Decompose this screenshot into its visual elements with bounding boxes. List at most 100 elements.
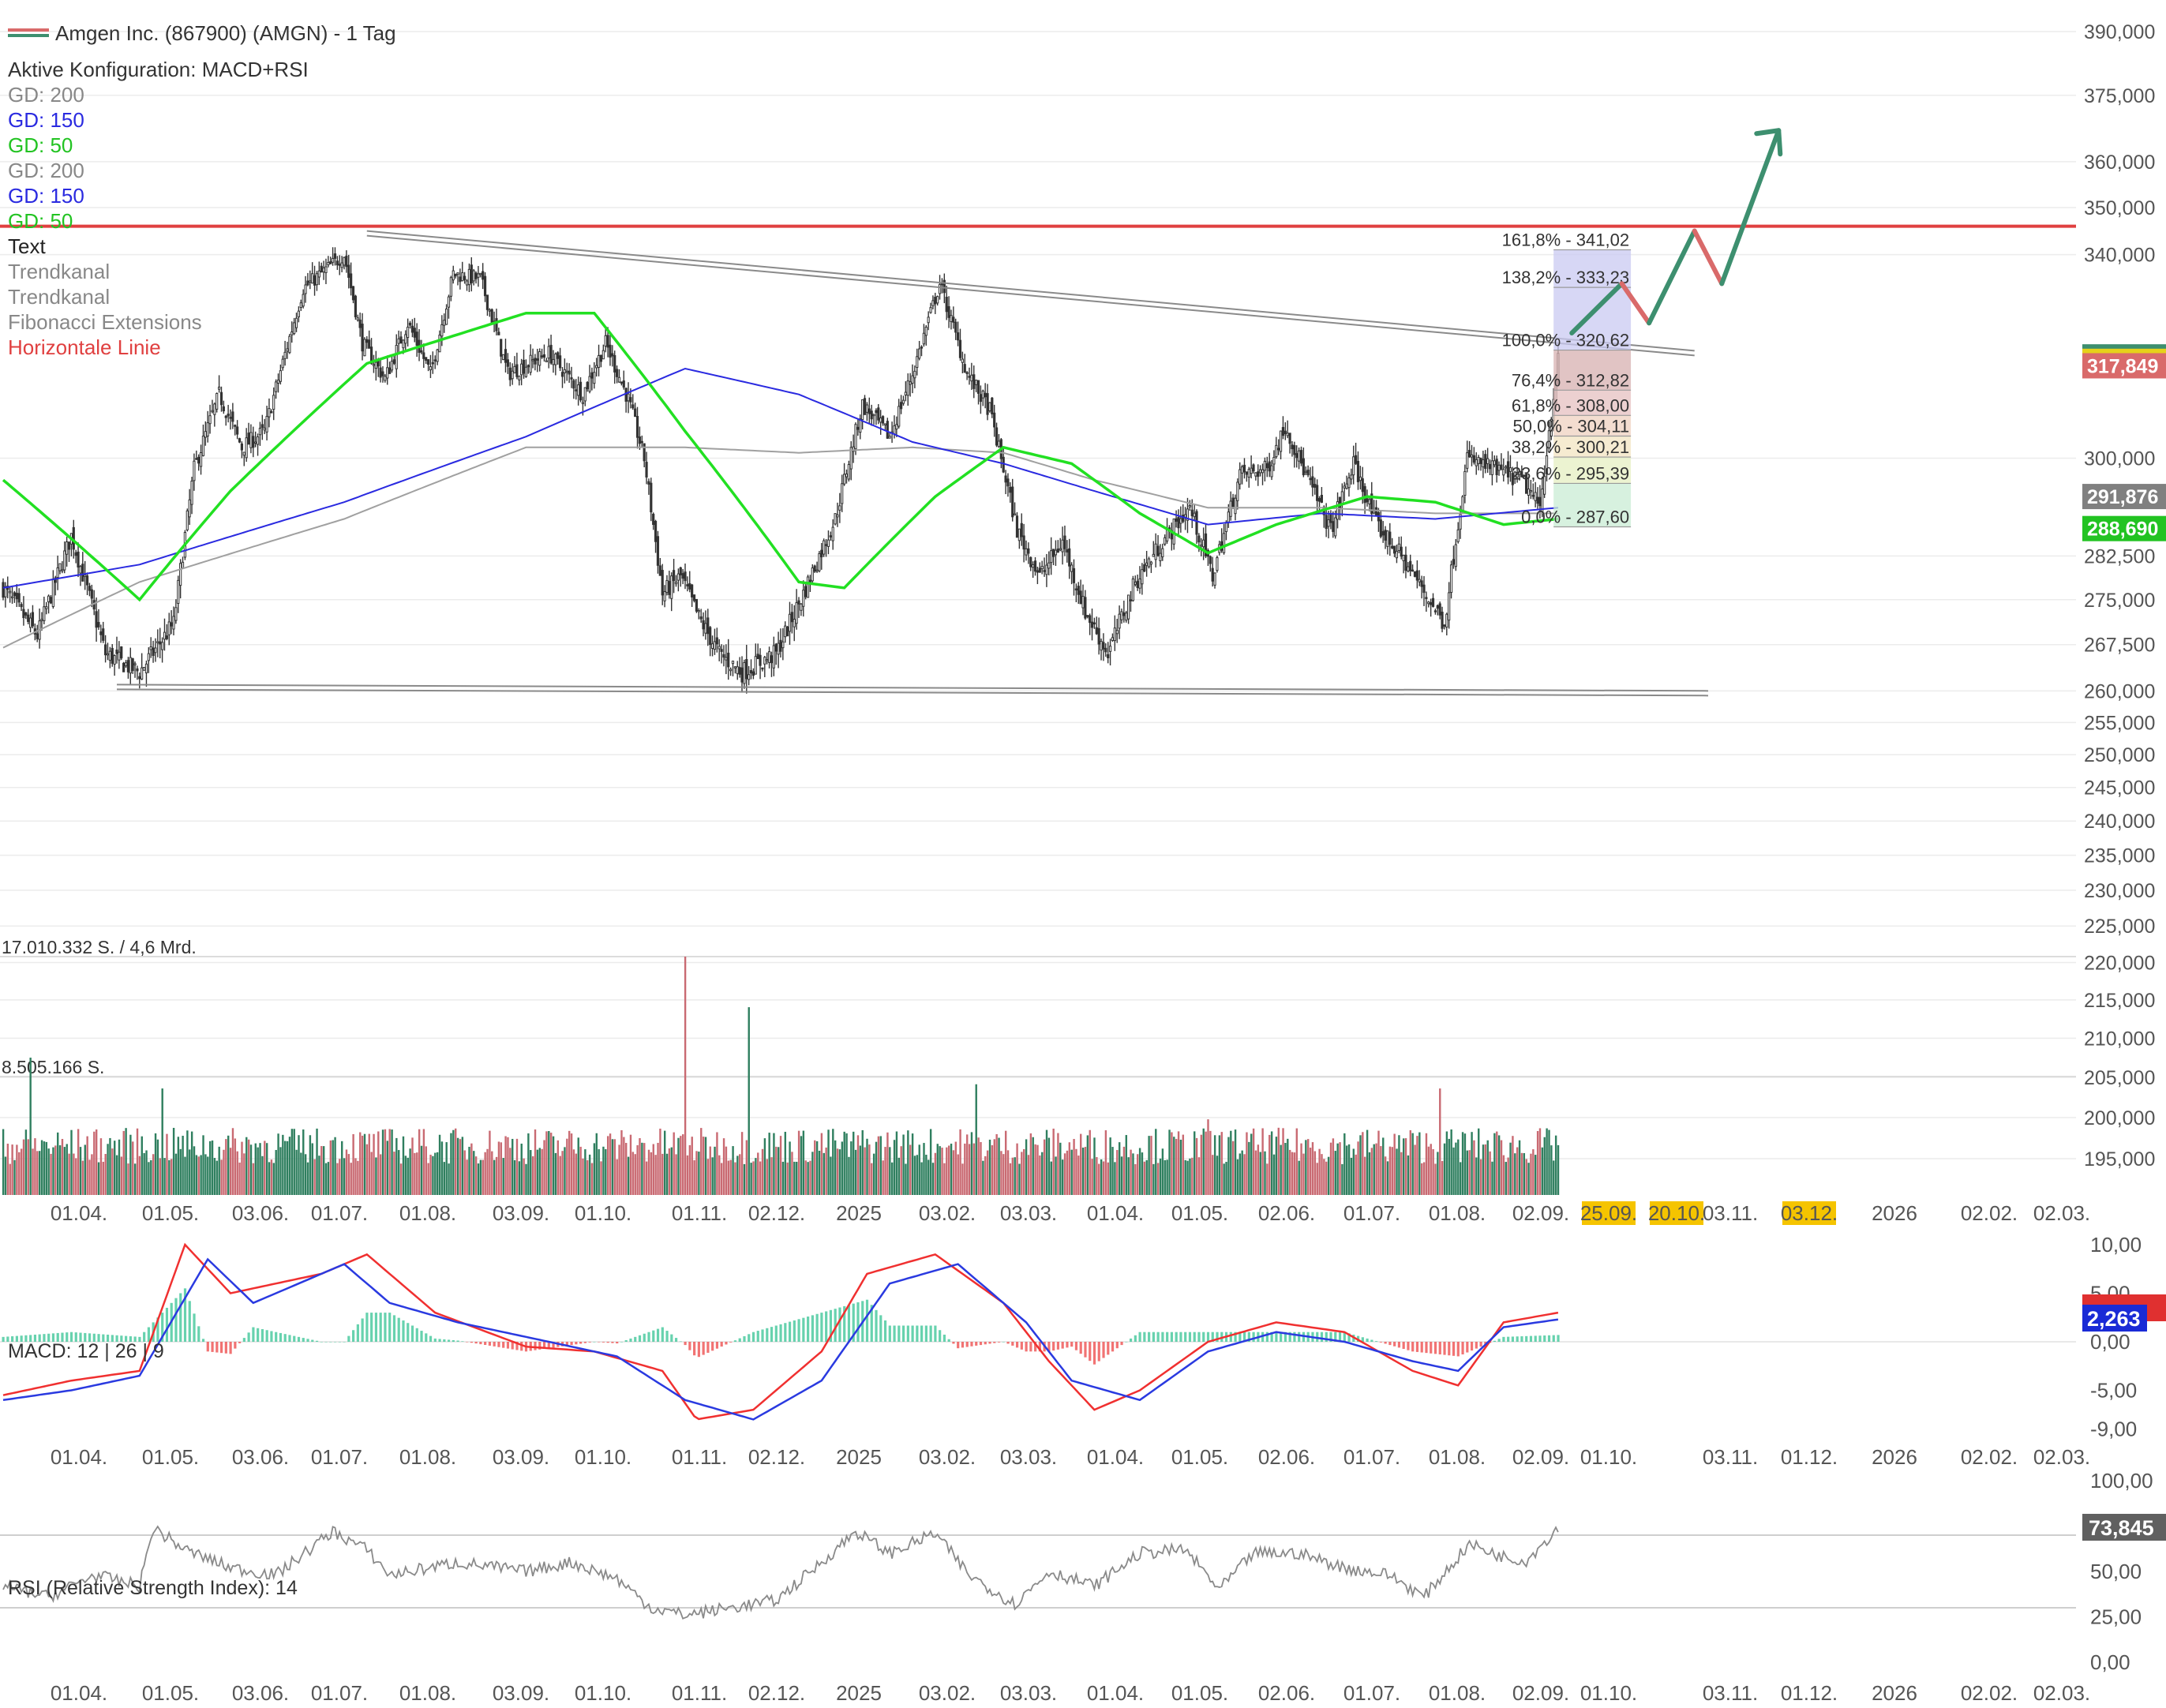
volume-bar bbox=[1291, 1152, 1294, 1195]
macd-histogram-bar bbox=[1115, 1342, 1119, 1349]
volume-bar bbox=[91, 1154, 93, 1195]
volume-bar bbox=[1150, 1136, 1152, 1195]
x-tick-label: 02.09. bbox=[1512, 1681, 1569, 1705]
candle-body bbox=[1443, 624, 1446, 627]
x-tick-label: 01.10. bbox=[575, 1201, 631, 1225]
volume-bar bbox=[1345, 1145, 1348, 1195]
volume-bar bbox=[545, 1131, 548, 1195]
candle-body bbox=[849, 447, 853, 470]
volume-bar bbox=[282, 1134, 284, 1195]
macd-histogram-bar bbox=[61, 1332, 64, 1342]
volume-bar bbox=[663, 1130, 666, 1195]
volume-bar bbox=[1027, 1155, 1030, 1195]
legend-item[interactable]: GD: 200 bbox=[8, 83, 84, 107]
macd-histogram-bar bbox=[92, 1333, 96, 1342]
volume-bar bbox=[102, 1161, 105, 1195]
macd-histogram-bar bbox=[1415, 1342, 1419, 1352]
volume-bar bbox=[815, 1141, 819, 1195]
macd-histogram-bar bbox=[320, 1342, 323, 1343]
candle-body bbox=[2, 582, 5, 598]
chart-legend: Amgen Inc. (867900) (AMGN) - 1 Tag Aktiv… bbox=[8, 21, 396, 360]
candle-body bbox=[1541, 489, 1544, 512]
candle-body bbox=[1363, 485, 1366, 504]
legend-item[interactable]: GD: 200 bbox=[8, 159, 84, 182]
volume-bar bbox=[422, 1129, 425, 1195]
candle-body bbox=[197, 456, 200, 464]
macd-histogram-bar bbox=[1547, 1335, 1551, 1342]
volume-bar bbox=[636, 1144, 639, 1195]
volume-bar bbox=[627, 1156, 630, 1195]
macd-histogram-bar bbox=[1097, 1342, 1100, 1362]
legend-item[interactable]: Fibonacci Extensions bbox=[8, 310, 202, 334]
candle-body bbox=[120, 646, 123, 659]
volume-bar bbox=[1466, 1150, 1469, 1195]
macd-histogram-bar bbox=[565, 1342, 568, 1346]
macd-histogram-bar bbox=[257, 1328, 260, 1342]
legend-item[interactable]: GD: 50 bbox=[8, 133, 73, 157]
candle-body bbox=[957, 332, 960, 341]
active-config[interactable]: Aktive Konfiguration: MACD+RSI bbox=[8, 58, 309, 81]
volume-bar bbox=[370, 1152, 373, 1195]
volume-bar bbox=[661, 1153, 664, 1195]
candle-body bbox=[1072, 567, 1076, 583]
volume-bar bbox=[725, 1146, 728, 1195]
macd-histogram-bar bbox=[665, 1331, 669, 1342]
volume-bar bbox=[1132, 1153, 1134, 1195]
volume-bar bbox=[1041, 1152, 1044, 1195]
candle-body bbox=[606, 335, 609, 348]
volume-bar bbox=[234, 1138, 237, 1195]
macd-histogram-bar bbox=[1275, 1332, 1278, 1342]
legend-item[interactable]: GD: 150 bbox=[8, 184, 84, 208]
chart-title[interactable]: Amgen Inc. (867900) (AMGN) - 1 Tag bbox=[55, 21, 396, 45]
candle-body bbox=[1520, 470, 1523, 478]
candle-body bbox=[617, 376, 621, 383]
candle-body bbox=[204, 431, 207, 438]
volume-bar bbox=[1016, 1143, 1018, 1195]
price-tick-label: 390,000 bbox=[2084, 21, 2155, 43]
candle-body bbox=[1456, 529, 1460, 542]
candle-body bbox=[369, 346, 373, 365]
volume-bar bbox=[1177, 1131, 1180, 1195]
macd-histogram-bar bbox=[1525, 1335, 1528, 1342]
candle-body bbox=[40, 619, 43, 621]
volume-bar bbox=[1370, 1148, 1373, 1195]
volume-bar bbox=[489, 1130, 491, 1195]
macd-tick-label: 0,00 bbox=[2090, 1330, 2130, 1354]
candle-body bbox=[836, 514, 839, 518]
macd-histogram-bar bbox=[206, 1342, 209, 1352]
volume-bar bbox=[295, 1149, 298, 1195]
candle-body bbox=[1068, 548, 1071, 567]
legend-item[interactable]: Trendkanal bbox=[8, 285, 111, 309]
macd-histogram-bar bbox=[807, 1317, 810, 1342]
volume-bar bbox=[136, 1128, 139, 1195]
candle-body bbox=[1118, 613, 1121, 629]
candle-body bbox=[991, 397, 994, 414]
candle-body bbox=[1347, 477, 1351, 489]
legend-item[interactable]: Horizontale Linie bbox=[8, 335, 161, 359]
x-tick-label: 03.06. bbox=[232, 1201, 289, 1225]
legend-item[interactable]: GD: 50 bbox=[8, 209, 73, 233]
candle-body bbox=[1463, 470, 1467, 496]
volume-bar bbox=[1043, 1139, 1046, 1195]
volume-bar bbox=[302, 1129, 305, 1195]
candle-body bbox=[461, 272, 464, 282]
volume-bar bbox=[1257, 1144, 1260, 1195]
volume-bar bbox=[500, 1142, 503, 1195]
volume-bar bbox=[602, 1146, 605, 1195]
volume-bar bbox=[609, 1133, 612, 1195]
legend-item[interactable]: Trendkanal bbox=[8, 260, 111, 283]
candle-body bbox=[1543, 475, 1546, 495]
candle-body bbox=[673, 570, 676, 582]
candle-body bbox=[142, 667, 146, 671]
x-tick-label: 02.06. bbox=[1258, 1201, 1315, 1225]
volume-bar bbox=[491, 1151, 493, 1195]
volume-bar bbox=[1434, 1163, 1437, 1195]
candle-body bbox=[1079, 590, 1082, 605]
volume-bar bbox=[171, 1159, 173, 1195]
candle-body bbox=[433, 359, 437, 361]
legend-item[interactable]: Text bbox=[8, 234, 46, 258]
candle-body bbox=[684, 571, 687, 582]
volume-bar bbox=[702, 1137, 705, 1195]
macd-histogram-bar bbox=[1239, 1332, 1242, 1342]
legend-item[interactable]: GD: 150 bbox=[8, 108, 84, 132]
